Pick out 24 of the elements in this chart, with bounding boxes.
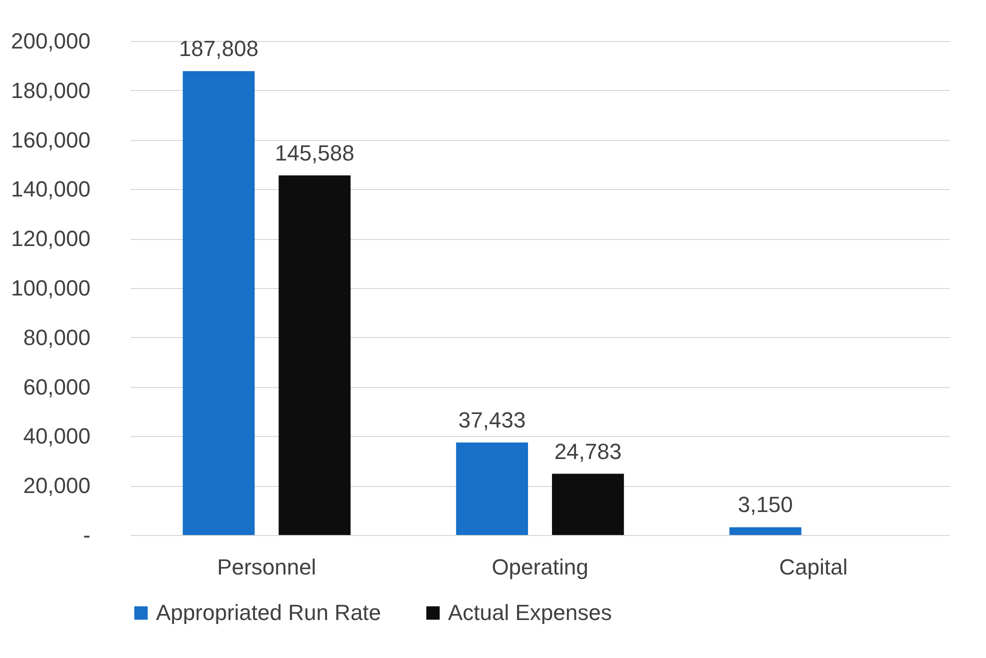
y-tick-label: 140,000: [10, 176, 90, 202]
data-label: 24,783: [554, 438, 622, 464]
y-tick-label: 200,000: [10, 28, 90, 54]
y-tick-label: 80,000: [23, 324, 90, 350]
y-tick-label: 180,000: [10, 78, 90, 103]
y-tick-label: 20,000: [23, 473, 90, 498]
y-tick-label: -: [83, 522, 90, 548]
bar: [729, 527, 802, 535]
y-tick-label: 40,000: [23, 424, 90, 449]
data-label: 3,150: [738, 492, 793, 518]
x-tick-label: Capital: [779, 554, 848, 580]
data-label: 187,808: [178, 36, 258, 62]
x-tick-label: Operating: [492, 554, 588, 580]
y-tick-label: 100,000: [10, 276, 90, 300]
data-label: 37,433: [458, 408, 526, 433]
bar: [182, 71, 255, 535]
y-tick-label: 120,000: [10, 226, 90, 252]
data-label: 145,588: [274, 140, 354, 166]
y-tick-label: 60,000: [23, 374, 90, 400]
bar: [456, 442, 528, 535]
x-tick-label: Personnel: [217, 554, 316, 580]
bar: [552, 474, 624, 535]
bar: [278, 175, 351, 535]
y-tick-label: 160,000: [10, 127, 90, 152]
